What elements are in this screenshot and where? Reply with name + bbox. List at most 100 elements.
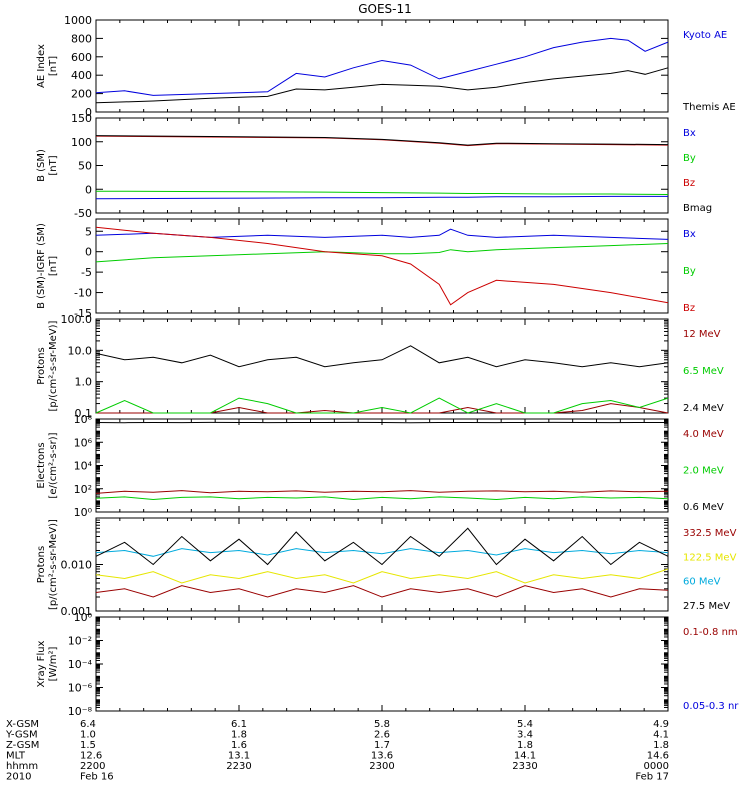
legend-entry: 2.0 MeV [683, 466, 724, 477]
ephemeris-row-label: MLT [6, 751, 26, 762]
y-tick-label: 0.001 [61, 605, 93, 618]
y-axis-label: AE Index [36, 44, 47, 88]
series-line-4-0-mev [95, 490, 669, 494]
legend-entry: 122.5 MeV [683, 552, 737, 563]
ephemeris-row-label: X-GSM [6, 719, 39, 730]
y-tick-label: -50 [74, 207, 92, 220]
ephemeris-value: 2.6 [374, 730, 390, 741]
ephemeris-row-label: Y-GSM [5, 730, 38, 741]
y-tick-label: 150 [71, 112, 92, 125]
ephemeris-value: 4.9 [653, 719, 669, 730]
panel-xray: 10⁻⁸ 10⁻⁶ 10⁻⁴ 10⁻² 10⁰ Xray Flux [W/m²] 0.1-0.… [36, 611, 739, 718]
ephemeris-value: 1.7 [374, 740, 390, 751]
y-tick-label: 10⁻⁶ [68, 682, 93, 695]
series-line-by [95, 190, 669, 195]
y-axis-label: [nT] [48, 256, 59, 276]
ephemeris-value: 1.5 [80, 740, 96, 751]
ephemeris-value: 14.6 [647, 751, 669, 762]
panel-ae: 0 200 400 600 800 1000 AE Index [nT] Kyoto AE The… [36, 14, 736, 119]
legend-entry: 60 MeV [683, 577, 721, 588]
ephemeris-value: 1.8 [653, 740, 669, 751]
y-tick-label: 10⁻⁸ [68, 705, 93, 718]
y-tick-label: 100 [71, 136, 92, 149]
ephemeris-value: 12.6 [80, 751, 102, 762]
y-tick-label: 0.1 [75, 407, 93, 420]
legend-entry: 0.1-0.8 nm [683, 627, 738, 638]
y-tick-label: 10⁻² [68, 635, 92, 648]
y-tick-label: 10⁸ [74, 413, 93, 426]
y-tick-label: -10 [74, 287, 92, 300]
y-axis-label: B (SM)-IGRF (SM) [36, 223, 47, 309]
y-axis-label: Xray Flux [36, 640, 47, 687]
y-tick-label: 10² [74, 483, 92, 496]
panel-protons-low: 0.001 0.010 Protons [p/(cm²-s-sr-MeV)] 332.5… [36, 517, 737, 618]
y-axis-label: Protons [36, 546, 47, 583]
series-line-60-mev [95, 548, 669, 557]
legend-entry: Kyoto AE [683, 30, 727, 41]
legend-entry: Bmag [683, 203, 712, 214]
y-axis-label: B (SM) [36, 149, 47, 182]
y-tick-label: 600 [71, 51, 92, 64]
y-axis-label: [nT] [48, 155, 59, 175]
ephemeris-table: X-GSMY-GSMZ-GSMMLThhmm20106.41.01.512.62… [5, 719, 669, 783]
legend-entry: 27.5 MeV [683, 601, 730, 612]
legend-entry: By [683, 266, 696, 277]
series-line-6-5-mev [95, 397, 669, 414]
ephemeris-value: 3.4 [517, 730, 533, 741]
ephemeris-value: 2330 [512, 761, 537, 772]
axes-frame [95, 616, 669, 712]
ephemeris-value: 5.4 [517, 719, 533, 730]
panel-protons-high: 0.1 1.0 10.0 100.0 Protons [p/(cm²-s-sr-MeV)]… [36, 313, 724, 420]
y-tick-label: 0 [85, 106, 92, 119]
y-tick-label: 5 [85, 225, 92, 238]
y-tick-label: 1000 [64, 14, 92, 27]
y-tick-label: 0 [85, 246, 92, 259]
ephemeris-value: Feb 16 [80, 772, 114, 783]
ephemeris-value: Feb 17 [635, 772, 669, 783]
ephemeris-row-label: hhmm [6, 761, 38, 772]
ephemeris-value: 4.1 [653, 730, 669, 741]
series-line-themis-ae [95, 67, 669, 104]
ephemeris-value: 1.6 [231, 740, 247, 751]
y-tick-label: 200 [71, 88, 92, 101]
ephemeris-value: 6.4 [80, 719, 96, 730]
y-axis-label: [nT] [48, 56, 59, 76]
series-line-2-4-mev [95, 345, 669, 368]
ephemeris-value: 0000 [644, 761, 669, 772]
panel-electrons: 10⁰ 10² 10⁴ 10⁶ 10⁸ Electrons [e/(cm²-s-sr)] 4.… [36, 413, 724, 519]
legend-entry: Bx [683, 229, 696, 240]
y-tick-label: 10⁰ [74, 611, 93, 624]
series-line-2-0-mev [95, 496, 669, 501]
ephemeris-value: 13.6 [371, 751, 393, 762]
axes-frame [95, 418, 669, 513]
legend-entry: 0.6 MeV [683, 502, 724, 513]
ephemeris-value: 14.1 [514, 751, 536, 762]
axes-frame [95, 218, 669, 314]
series-line-by [95, 243, 669, 263]
axes-frame [95, 19, 669, 113]
series-line-bmag [95, 135, 669, 146]
ephemeris-row-label: 2010 [6, 772, 31, 783]
legend-entry: Bz [683, 178, 695, 189]
legend-entry: 12 MeV [683, 329, 721, 340]
y-tick-label: 100.0 [61, 313, 93, 326]
y-tick-label: -15 [74, 307, 92, 320]
y-tick-label: 50 [78, 160, 92, 173]
y-tick-label: 10⁻⁴ [68, 658, 93, 671]
y-axis-label: Electrons [36, 442, 47, 488]
legend-entry: 2.4 MeV [683, 403, 724, 414]
y-tick-label: 1.0 [75, 376, 93, 389]
y-tick-label: 0 [85, 183, 92, 196]
series-line-bx [95, 228, 669, 240]
axes-frame [95, 318, 669, 414]
legend-entry: Themis AE [682, 102, 736, 113]
ephemeris-value: 2300 [369, 761, 394, 772]
legend-entry: By [683, 153, 696, 164]
y-tick-label: 10⁰ [74, 506, 93, 519]
ephemeris-value: 5.8 [374, 719, 390, 730]
ephemeris-value: 13.1 [228, 751, 250, 762]
legend-entry: Bz [683, 303, 695, 314]
series-line-332-5-mev [95, 585, 669, 598]
